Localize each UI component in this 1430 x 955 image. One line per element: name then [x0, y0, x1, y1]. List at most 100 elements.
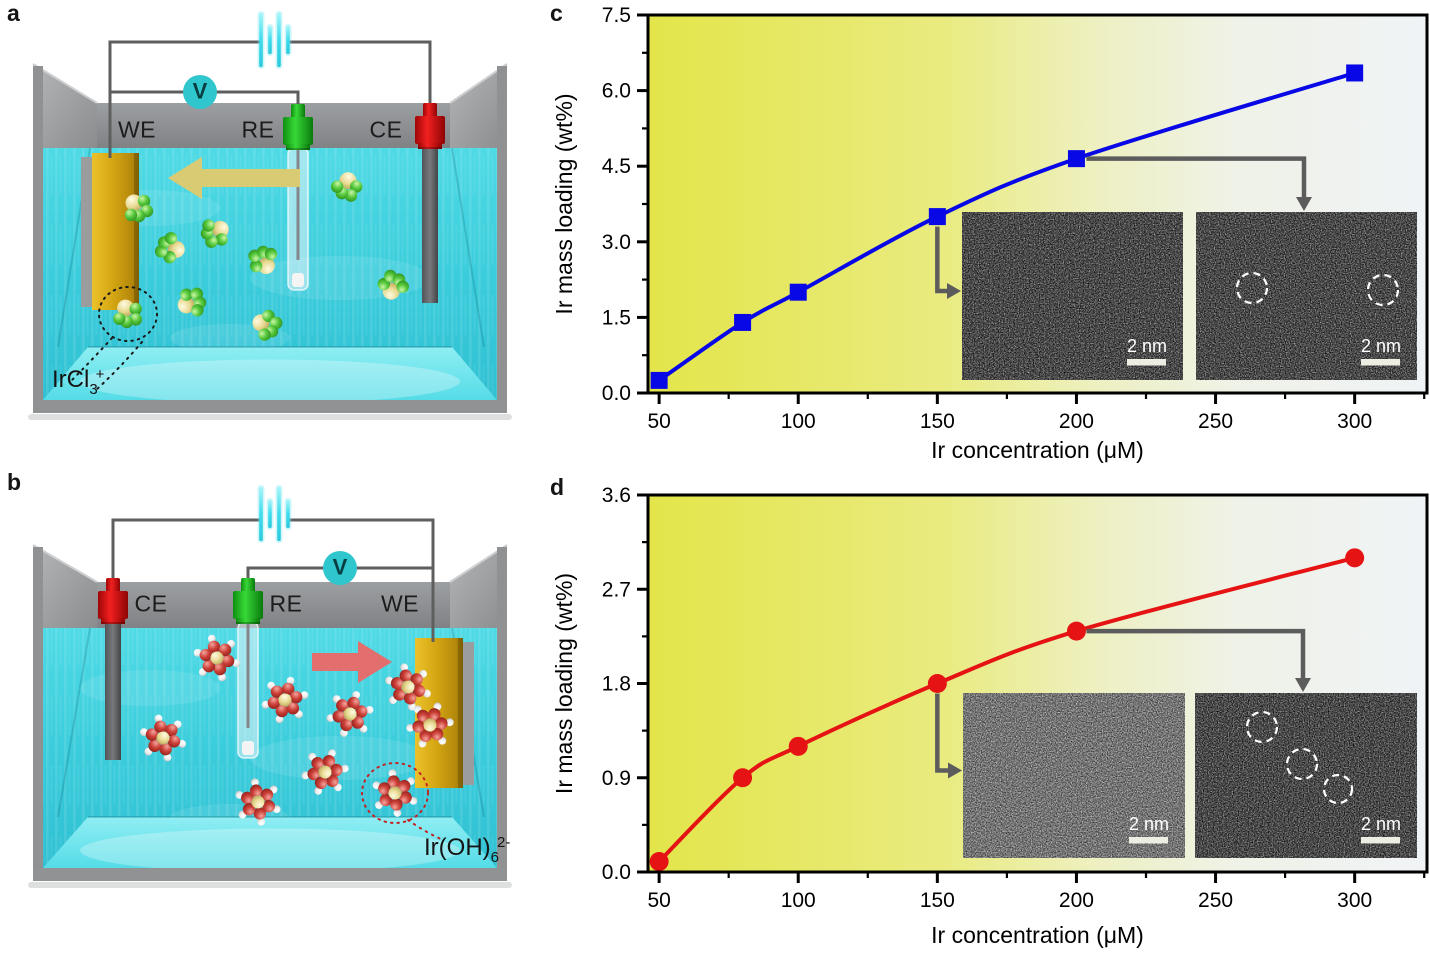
y-tick-label: 1.5: [602, 306, 631, 329]
wire: [288, 40, 432, 104]
species-leader-line: [95, 341, 143, 391]
panel-a-diagram: WE RE CE V IrCl3+: [0, 0, 545, 470]
stem-noise: [963, 693, 1185, 858]
y-tick-label: 7.5: [602, 4, 631, 27]
ircl3-molecule: [124, 194, 154, 223]
x-tick-label: 50: [647, 889, 670, 912]
callout-arrow: [935, 693, 951, 773]
scale-bar: [1129, 837, 1168, 844]
tank-floor: [43, 817, 497, 868]
tank-bottom-edge: [33, 400, 507, 413]
x-tick-label: 200: [1059, 889, 1094, 912]
voltmeter-label-a: V: [192, 78, 208, 104]
x-tick-label: 250: [1198, 410, 1233, 433]
species-base-a: IrCl: [52, 366, 90, 393]
tank-left-edge: [33, 66, 43, 412]
iroh6-molecule: [406, 702, 454, 748]
wire: [246, 566, 433, 578]
panel-label-a: a: [7, 0, 20, 26]
voltmeter-icon: [323, 551, 357, 585]
data-marker: [789, 283, 807, 301]
scale-bar-label: 2 nm: [1361, 814, 1401, 834]
tank-right-edge: [497, 547, 507, 880]
y-tick-label: 6.0: [602, 80, 631, 103]
tank-right-wing: [450, 545, 507, 628]
data-marker: [1345, 548, 1365, 568]
species-label-a: IrCl3+: [52, 366, 104, 398]
ircl3-molecule: [154, 231, 185, 264]
ircl3-molecule: [330, 172, 363, 202]
battery-icon: [257, 485, 292, 543]
scale-bar-label: 2 nm: [1127, 336, 1167, 356]
single-atom-dashed-circle: [1245, 710, 1279, 744]
electrode-label-re-a: RE: [241, 116, 275, 143]
counter-electrode: [422, 147, 438, 303]
wire: [108, 40, 262, 158]
data-marker: [1066, 621, 1086, 641]
callout-arrow: [935, 226, 950, 294]
reference-electrode: [237, 621, 259, 759]
electrode-label-ce-b: CE: [134, 590, 168, 617]
scale-bar: [1361, 837, 1400, 844]
single-atom-dashed-circle: [1235, 271, 1269, 305]
tank-left-wing: [33, 64, 97, 148]
scale-bar-label: 2 nm: [1129, 814, 1169, 834]
tank-left-wing: [33, 545, 97, 628]
species-dashed-ellipse: [361, 762, 429, 824]
iroh6-molecule: [326, 691, 374, 737]
data-marker: [788, 736, 808, 756]
y-tick-label: 1.8: [602, 673, 631, 696]
migration-arrow: [312, 641, 392, 683]
data-marker: [650, 371, 668, 389]
y-tick-label: 0.0: [602, 861, 631, 884]
ircl3-molecule: [200, 219, 229, 248]
ircl3-molecule: [113, 299, 143, 329]
callout-arrowhead: [1296, 197, 1312, 211]
iroh6-molecule: [261, 676, 309, 724]
y-tick-label: 0.9: [602, 767, 631, 790]
electrode-label-we-b: WE: [380, 590, 420, 617]
voltmeter-label-b: V: [332, 554, 348, 580]
callout-arrow: [1086, 156, 1307, 199]
stem-noise: [1195, 693, 1417, 858]
chart-svg-d: 2 nm 2 nm 50 100 150 200 250 300 0.0 0.9 1.8 2.7 3.6…: [551, 484, 1429, 948]
callout-arrow: [1086, 628, 1306, 680]
tank-shadow: [28, 414, 512, 420]
species-leader-line: [69, 337, 113, 383]
tank-right-edge: [497, 66, 507, 412]
stem-noise: [1196, 212, 1417, 380]
x-tick-label: 300: [1337, 889, 1372, 912]
data-marker: [927, 674, 947, 693]
x-tick-label: 300: [1337, 410, 1372, 433]
y-tick-label: 3.6: [602, 484, 631, 507]
scale-bar: [1127, 359, 1166, 366]
y-axis-label: Ir mass loading (wt%): [551, 573, 577, 794]
x-tick-label: 250: [1198, 889, 1233, 912]
ircl3-molecule: [248, 245, 278, 275]
data-marker: [928, 208, 946, 226]
panel-b-diagram: CE RE WE V Ir(OH)62-: [0, 470, 545, 955]
x-tick-label: 100: [781, 889, 816, 912]
wire: [110, 90, 300, 106]
ircl3-molecule: [252, 309, 283, 341]
tank-left-edge: [33, 547, 43, 880]
species-sub-a: 3: [89, 381, 98, 398]
ircl3-molecule: [377, 269, 409, 300]
species-sub-b: 6: [490, 849, 499, 866]
chart-c: 2 nm 2 nm 50 100 150 200 250 300 0.0 1.5 3.0 4.5 6.0…: [545, 0, 1430, 470]
battery-icon: [257, 11, 292, 69]
x-tick-label: 50: [647, 410, 670, 433]
electrode-label-we-a: WE: [117, 116, 157, 143]
species-sup-a: +: [95, 366, 105, 383]
species-label-b: Ir(OH)62-: [424, 834, 510, 866]
x-axis-label: Ir concentration (μM): [931, 437, 1144, 463]
voltmeter-icon: [183, 75, 217, 109]
callout-arrowhead: [947, 282, 961, 299]
species-dashed-ellipse: [98, 286, 158, 342]
single-atom-dashed-circle: [1285, 747, 1319, 781]
panel-label-b: b: [7, 469, 22, 495]
counter-electrode-cap: [415, 103, 445, 149]
data-marker: [649, 852, 669, 872]
x-tick-label: 200: [1059, 410, 1094, 433]
